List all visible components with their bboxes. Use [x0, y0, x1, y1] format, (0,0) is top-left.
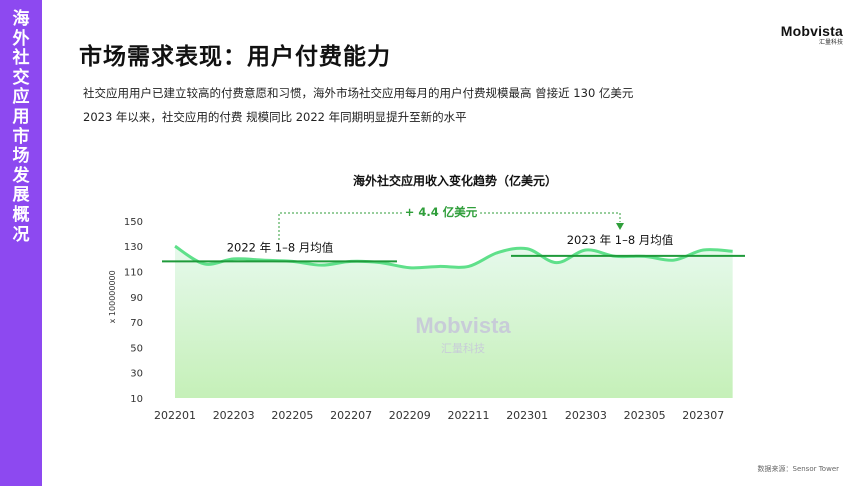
x-tick-label: 202207 [330, 409, 372, 422]
chart-watermark-sub: 汇量科技 [441, 341, 485, 355]
diff-arrow-head [616, 223, 624, 230]
chart-title: 海外社交应用收入变化趋势（亿美元） [352, 174, 557, 188]
data-source: 数据来源：Sensor Tower [757, 465, 840, 473]
y-tick-label: 110 [124, 268, 143, 279]
y-tick-label: 50 [130, 343, 143, 354]
subtitle-line-2: 2023 年以来，社交应用的付费 规模同比 2022 年同期明显提升至新的水平 [83, 110, 467, 124]
brand-logo: Mobvista 汇量科技 [781, 24, 843, 47]
x-tick-label: 202211 [448, 409, 490, 422]
side-band: 海外社交应用市场发展概况 [0, 0, 42, 486]
brand-sub: 汇量科技 [818, 39, 843, 46]
y-tick-label: 10 [130, 394, 143, 405]
diff-bracket [278, 212, 621, 240]
x-tick-label: 202201 [154, 409, 196, 422]
x-tick-label: 202205 [271, 409, 313, 422]
brand-name: Mobvista [780, 23, 843, 39]
y-tick-label: 150 [124, 217, 143, 228]
y-axis-label: x 100000000 [108, 270, 117, 323]
y-tick-label: 90 [130, 293, 143, 304]
chart-watermark: Mobvista [415, 313, 511, 338]
page-title: 市场需求表现：用户付费能力 [79, 44, 391, 70]
diff-label: + 4.4 亿美元 [405, 205, 478, 219]
x-tick-label: 202305 [624, 409, 666, 422]
x-tick-label: 202301 [506, 409, 548, 422]
sidebar-title: 海外社交应用市场发展概况 [12, 9, 30, 245]
y-tick-label: 130 [124, 242, 143, 253]
x-tick-label: 202209 [389, 409, 431, 422]
subtitle-line-1: 社交应用用户已建立较高的付费意愿和习惯，海外市场社交应用每月的用户付费规模最高 … [83, 86, 634, 100]
x-tick-label: 202307 [682, 409, 724, 422]
x-tick-label: 202303 [565, 409, 607, 422]
y-tick-label: 70 [130, 318, 143, 329]
avg-2022-label: 2022 年 1–8 月均值 [227, 240, 334, 254]
x-tick-label: 202203 [213, 409, 255, 422]
revenue-area [175, 246, 733, 398]
avg-2023-label: 2023 年 1–8 月均值 [567, 233, 674, 247]
y-tick-label: 30 [130, 369, 143, 380]
